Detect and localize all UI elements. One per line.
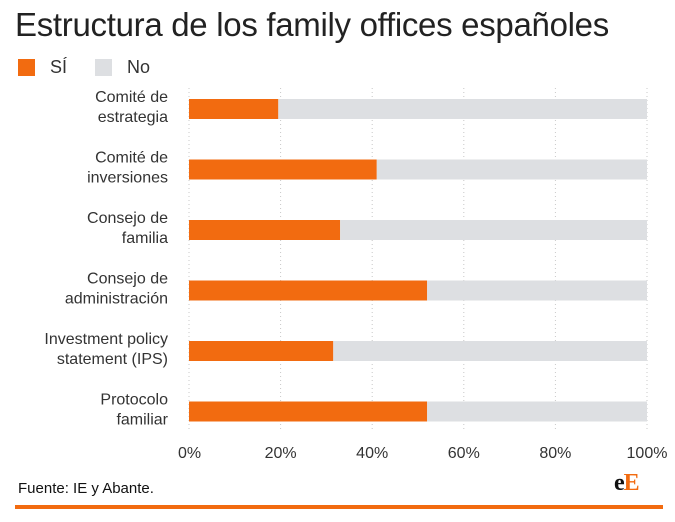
source-note: Fuente: IE y Abante.: [18, 480, 154, 497]
publisher-logo: eE: [614, 470, 640, 497]
category-label: administración: [65, 291, 168, 308]
category-label: estrategia: [98, 109, 168, 126]
category-label: inversiones: [87, 170, 168, 187]
category-label: Comité de: [95, 89, 168, 106]
bar-no-2: [340, 220, 647, 240]
category-label: Consejo de: [87, 210, 168, 227]
bar-no-5: [427, 401, 647, 422]
category-label: Comité de: [95, 150, 168, 167]
bar-si-5: [189, 401, 428, 422]
category-label: statement (IPS): [57, 351, 168, 368]
category-label: familia: [122, 230, 168, 247]
bar-si-0: [189, 99, 279, 119]
bar-si-2: [189, 220, 341, 240]
category-label: Consejo de: [87, 271, 168, 288]
logo-letter-E: E: [623, 470, 640, 496]
x-tick-label: 100%: [627, 445, 668, 462]
x-tick-label: 20%: [265, 445, 297, 462]
category-label: Protocolo: [100, 392, 168, 409]
category-label: Investment policy: [44, 331, 168, 348]
chart-title: Estructura de los family offices español…: [15, 6, 609, 43]
bar-si-1: [189, 159, 377, 180]
legend-swatch-si: [18, 58, 35, 76]
bar-chart: Comité de estrategia Comité de inversiones C…: [44, 88, 668, 462]
bar-no-3: [427, 280, 647, 301]
bottom-rule: [15, 505, 663, 509]
bar-no-0: [278, 99, 647, 119]
category-label: familiar: [116, 412, 168, 429]
bar-no-1: [376, 159, 647, 180]
x-tick-label: 40%: [356, 445, 388, 462]
x-tick-label: 60%: [448, 445, 480, 462]
bar-no-4: [333, 341, 647, 361]
logo-letter-e: e: [614, 470, 625, 496]
legend-label-no: No: [127, 56, 151, 77]
legend-item-si: SÍ: [18, 57, 67, 78]
bar-si-3: [189, 280, 428, 301]
x-tick-label: 0%: [178, 445, 201, 462]
legend: SÍ No: [18, 56, 178, 78]
x-tick-label: 80%: [539, 445, 571, 462]
legend-swatch-no: [95, 58, 113, 76]
bar-si-4: [189, 341, 334, 361]
legend-label-si: SÍ: [50, 56, 68, 77]
legend-item-no: No: [95, 57, 150, 78]
